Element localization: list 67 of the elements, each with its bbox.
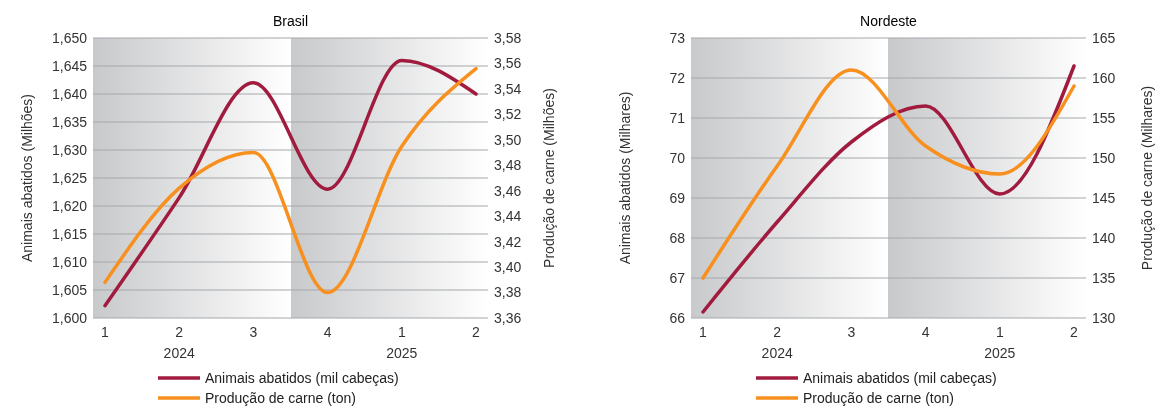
legend-label: Produção de carne (ton) [205, 389, 356, 406]
legend-label: Produção de carne (ton) [803, 389, 954, 406]
x-tick-label: 3 [249, 324, 258, 340]
x-tick-label: 1 [101, 324, 110, 340]
x-tick-label: 2 [773, 324, 782, 340]
y2-axis-title: Produção de carne (Milhares) [1139, 85, 1155, 271]
legend-label: Animais abatidos (mil cabeças) [205, 369, 399, 386]
text: 2025 [984, 345, 1016, 361]
y2-tick-label: 3,58 [494, 29, 522, 46]
x-tick-label: 2 [1070, 324, 1079, 340]
y2-tick-label: 150 [1092, 149, 1116, 166]
y-tick-label: 66 [669, 309, 686, 326]
y2-tick-label: 3,40 [494, 258, 522, 275]
line-series [701, 64, 1076, 314]
y2-tick-label: 3,48 [494, 157, 522, 174]
y-tick-label: 1,600 [51, 309, 88, 326]
y2-tick-label: 145 [1092, 189, 1116, 206]
chart-title: Nordeste [860, 13, 918, 29]
y2-tick-label: 3,56 [494, 55, 522, 72]
y-tick-label: 68 [669, 229, 686, 246]
y-axis-title: Animais abatidos (Milhões) [19, 93, 35, 263]
x-tick-label: 4 [323, 324, 332, 340]
y-axis-title: Animais abatidos (Milhares) [617, 91, 633, 265]
y-tick-label: 1,640 [51, 85, 88, 102]
y2-tick-label: 155 [1092, 109, 1116, 126]
y-tick-label: 1,645 [51, 57, 88, 74]
legend-label: Animais abatidos (mil cabeças) [803, 369, 997, 386]
y2-tick-label: 160 [1092, 69, 1116, 86]
y2-tick-label: 3,42 [494, 233, 522, 250]
text: 2025 [386, 345, 418, 361]
y-tick-label: 73 [669, 29, 686, 46]
y2-tick-label: 130 [1092, 309, 1116, 326]
y2-tick-label: 3,54 [494, 80, 522, 97]
x-tick-label: 3 [847, 324, 856, 340]
y2-tick-label: 3,38 [494, 284, 522, 301]
y2-tick-label: 3,50 [494, 131, 522, 148]
y-tick-label: 67 [669, 269, 686, 286]
y-tick-label: 1,630 [51, 141, 88, 158]
y-tick-label: 1,605 [51, 281, 88, 298]
y-tick-label: 69 [669, 189, 686, 206]
y-tick-label: 70 [669, 149, 686, 166]
line-series [701, 68, 1076, 280]
y-tick-label: 1,650 [51, 29, 88, 46]
x-tick-label: 2 [175, 324, 184, 340]
y-tick-label: 1,615 [51, 225, 88, 242]
y-tick-label: 1,635 [51, 113, 88, 130]
y-tick-label: 72 [669, 69, 686, 86]
y2-tick-label: 140 [1092, 229, 1116, 246]
x-tick-label: 1 [699, 324, 708, 340]
y2-tick-label: 3,52 [494, 106, 522, 123]
x-tick-label: 1 [995, 324, 1004, 340]
x-tick-label: 1 [397, 324, 406, 340]
y-tick-label: 1,610 [51, 253, 88, 270]
y2-tick-label: 3,44 [494, 208, 522, 225]
x-tick-label: 2 [472, 324, 481, 340]
y2-tick-label: 3,46 [494, 182, 522, 199]
y-tick-label: 1,625 [51, 169, 88, 186]
y-tick-label: 71 [669, 109, 686, 126]
x-tick-label: 4 [921, 324, 930, 340]
text: 2024 [761, 345, 793, 361]
y2-axis-title: Produção de carne (Milhões) [541, 88, 557, 268]
y2-tick-label: 135 [1092, 269, 1116, 286]
y2-tick-label: 165 [1092, 29, 1116, 46]
chart-title: Brasil [272, 13, 309, 29]
y2-tick-label: 3,36 [494, 309, 522, 326]
y-tick-label: 1,620 [51, 197, 88, 214]
text: 2024 [163, 345, 195, 361]
